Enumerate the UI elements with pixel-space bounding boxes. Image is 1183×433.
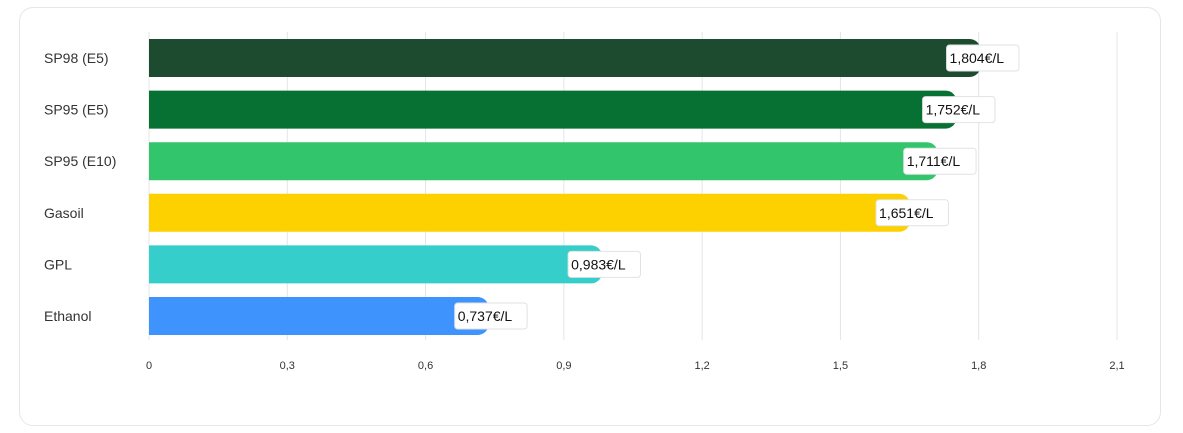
- value-label-text: 1,651€/L: [879, 205, 934, 221]
- grid-lines: [148, 32, 1118, 340]
- value-label-box: [875, 199, 949, 227]
- x-tick-label: 0,3: [280, 360, 295, 372]
- bar: [149, 39, 981, 77]
- value-label: 0,737€/L: [454, 302, 528, 330]
- value-label-box: [903, 147, 977, 175]
- category-labels: SP98 (E5) SP95 (E5) SP95 (E10) Gasoil GPL Eth…: [44, 50, 116, 324]
- value-label-box: [454, 302, 528, 330]
- category-label: SP98 (E5): [44, 50, 109, 66]
- value-label-text: 1,752€/L: [926, 102, 981, 118]
- bars-group: [149, 39, 981, 335]
- value-label-text: 0,737€/L: [458, 308, 513, 324]
- x-tick-label: 0: [146, 360, 152, 372]
- value-label-text: 1,804€/L: [950, 50, 1005, 66]
- category-label: SP95 (E5): [44, 102, 109, 118]
- bar: [149, 90, 957, 129]
- x-axis-ticks: 0 0,3 0,6 0,9 1,2 1,5 1,8 2,1: [146, 360, 1125, 372]
- value-label-box: [922, 96, 996, 124]
- value-label: 1,804€/L: [946, 44, 1020, 72]
- category-label: GPL: [44, 256, 72, 272]
- value-label-box: [567, 250, 642, 278]
- x-tick-label: 2,1: [1109, 360, 1124, 372]
- x-tick-label: 1,2: [694, 360, 709, 372]
- value-label: 1,711€/L: [903, 147, 977, 175]
- category-label: SP95 (E10): [44, 153, 116, 169]
- x-tick-label: 0,6: [418, 360, 433, 372]
- value-label: 0,983€/L: [567, 250, 642, 278]
- x-tick-label: 1,5: [833, 360, 848, 372]
- category-label: Gasoil: [44, 205, 84, 221]
- value-label-text: 0,983€/L: [571, 256, 626, 272]
- bar: [149, 193, 911, 232]
- value-label-text: 1,711€/L: [907, 153, 961, 169]
- bar: [149, 142, 938, 181]
- category-label: Ethanol: [44, 308, 91, 324]
- x-tick-label: 1,8: [971, 360, 986, 372]
- value-labels: 1,804€/L 1,752€/L 1,711€/L 1,651€/L 0,983€/L…: [454, 44, 1020, 330]
- value-label: 1,651€/L: [875, 199, 949, 227]
- value-label: 1,752€/L: [922, 96, 996, 124]
- x-tick-label: 0,9: [556, 360, 571, 372]
- bar: [149, 297, 489, 335]
- value-label-box: [946, 44, 1020, 72]
- bar: [149, 245, 603, 284]
